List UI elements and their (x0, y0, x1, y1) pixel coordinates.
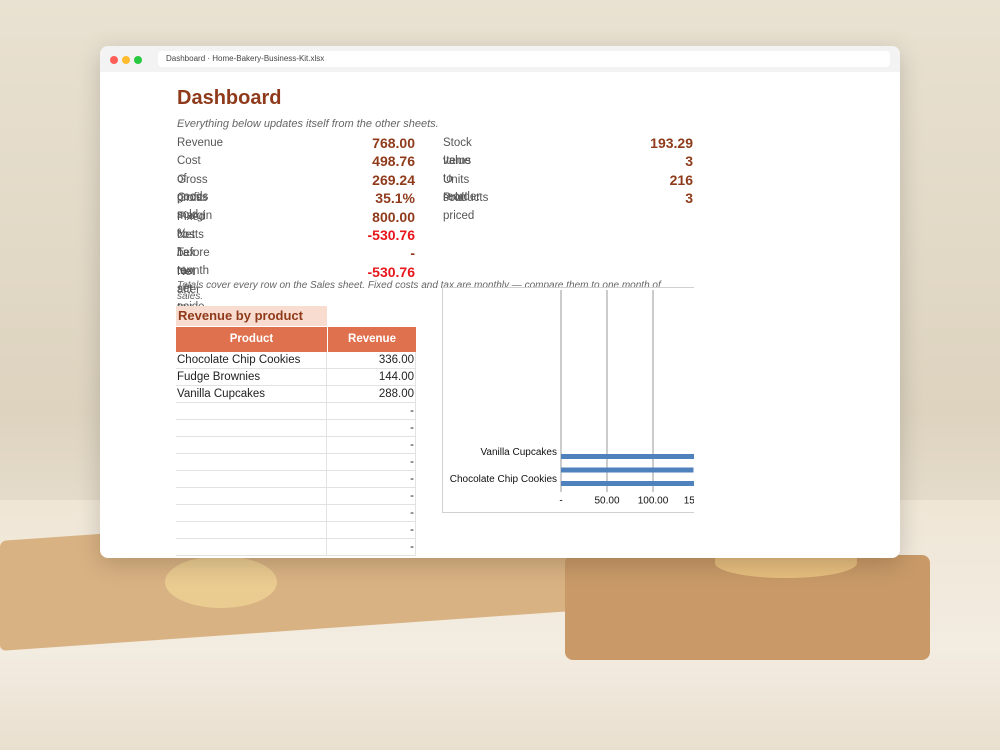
x-tick-label: 150.00 (684, 496, 694, 507)
product-cell (176, 420, 327, 437)
metric-value: 3 (685, 153, 693, 170)
metric-value: -530.76 (367, 263, 415, 280)
bar-chart: - 50.00 100.00 150.00 Chocolate Chip Cookies… (442, 287, 694, 513)
metric-value: -530.76 (367, 227, 415, 243)
metric-value: 35.1% (375, 190, 415, 207)
chart-frame (442, 287, 694, 513)
metric-value: 269.24 (372, 171, 415, 188)
revenue-cell: - (327, 539, 416, 556)
x-tick-label: 100.00 (638, 496, 669, 507)
revenue-cell: - (327, 522, 416, 539)
revenue-cell: - (327, 403, 416, 420)
x-tick-label: - (559, 496, 562, 507)
product-cell (176, 539, 327, 556)
metric-label: Net after tax (177, 265, 201, 314)
sheet-title: Dashboard (177, 87, 282, 109)
metric-label: Stock value (443, 137, 472, 167)
metric-label: Revenue (177, 137, 224, 149)
column-header: Product (176, 327, 327, 352)
metric-label: Net before tax (177, 229, 210, 277)
bar (561, 481, 694, 486)
title-bar: Dashboard · Home-Bakery-Business-Kit.xls… (100, 46, 900, 72)
metric-value: 498.76 (372, 153, 415, 170)
y-tick-label: Vanilla Cupcakes (480, 447, 557, 458)
product-cell (176, 471, 327, 488)
revenue-cell: 288.00 (327, 386, 416, 403)
product-cell (176, 522, 327, 539)
product-cell: Fudge Brownies (176, 369, 327, 386)
x-tick-label: 50.00 (594, 496, 619, 507)
note: Totals cover every row on the Sales shee… (177, 280, 661, 302)
subtitle: Everything below updates itself from the… (177, 118, 439, 130)
browser-window: Dashboard · Home-Bakery-Business-Kit.xls… (100, 46, 900, 558)
bar (561, 454, 694, 459)
address-bar[interactable]: Dashboard · Home-Bakery-Business-Kit.xls… (158, 51, 890, 67)
revenue-cell: - (327, 437, 416, 454)
metric-value: - (410, 245, 415, 262)
product-cell: Chocolate Chip Cookies (176, 352, 327, 369)
metric-label: Tax to set aside (177, 247, 205, 313)
metric-value: 3 (685, 190, 693, 207)
metric-value: 193.29 (650, 135, 693, 151)
product-cell (176, 403, 327, 420)
revenue-cell: - (327, 471, 416, 488)
revenue-cell: - (327, 505, 416, 522)
metric-value: 216 (669, 171, 693, 188)
metric-label: Fixed costs / month (177, 210, 209, 277)
revenue-cell: 144.00 (327, 369, 416, 386)
product-cell (176, 505, 327, 522)
bar (561, 467, 694, 473)
product-cell (176, 437, 327, 454)
table-title: Revenue by product (176, 306, 327, 326)
product-cell (176, 488, 327, 505)
revenue-cell: 336.00 (327, 352, 416, 369)
column-header: Revenue (328, 327, 416, 352)
revenue-cell: - (327, 420, 416, 437)
metric-label: Cost of goods sold (177, 155, 209, 222)
product-cell: Vanilla Cupcakes (176, 386, 327, 403)
metric-label: Gross margin % (177, 192, 213, 241)
metric-value: 768.00 (372, 135, 415, 151)
minimize-button[interactable] (122, 56, 130, 64)
metric-label: Gross profit (177, 173, 208, 204)
revenue-cell: - (327, 454, 416, 471)
metric-value: 800.00 (372, 208, 415, 225)
product-cell (176, 454, 327, 471)
cookie (165, 556, 277, 608)
metric-label: Products priced (443, 192, 489, 223)
y-tick-label: Chocolate Chip Cookies (450, 474, 557, 485)
close-button[interactable] (110, 56, 118, 64)
zoom-button[interactable] (134, 56, 142, 64)
revenue-cell: - (327, 488, 416, 505)
metric-label: Units sold (443, 173, 470, 204)
metric-label: Items to reorder (443, 155, 481, 204)
